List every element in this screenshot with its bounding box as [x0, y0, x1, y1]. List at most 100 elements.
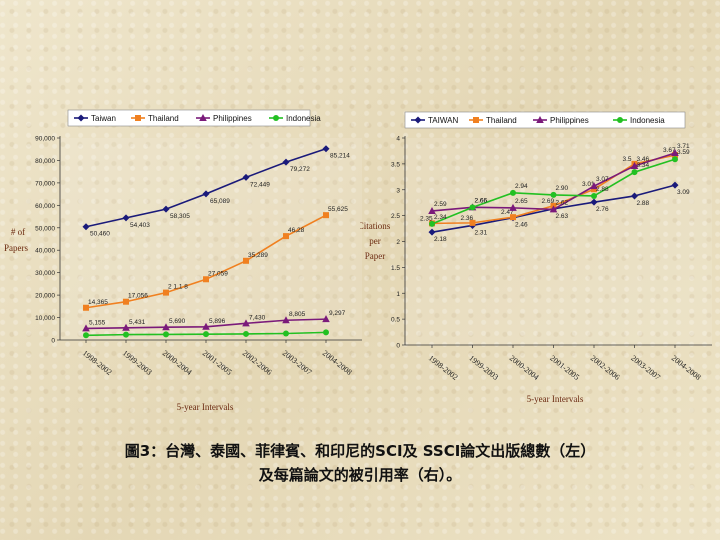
data-point-indonesia	[283, 330, 289, 337]
y-tick-label: 80,000	[35, 158, 55, 165]
data-label-philippines: 2.66	[475, 197, 488, 204]
data-label-taiwan: 58,305	[170, 213, 190, 220]
data-label-philippines: 9,297	[329, 310, 346, 317]
legend-marker-taiwan	[77, 114, 85, 122]
legend-label-taiwan: Taiwan	[91, 114, 116, 123]
data-label-thailand: 14,365	[88, 299, 108, 306]
data-label-philippines: 2.62	[556, 199, 569, 206]
legend: Taiwan Thailand Philippines Indonesia	[67, 109, 321, 127]
data-label-taiwan: 65,089	[210, 198, 230, 205]
y-tick-label: 0	[51, 338, 55, 345]
data-label-thailand: 2.47	[501, 209, 514, 216]
y-tick-label: 4	[396, 136, 400, 143]
x-tick-label: 2001-2005	[201, 348, 234, 376]
data-point-philippines	[428, 206, 436, 214]
series-philippines: 5,155 5,431 5,690 5,896 7,430 8,805 9,297	[82, 310, 346, 332]
plot-area	[405, 138, 712, 345]
data-label-philippines: 5,690	[169, 318, 186, 325]
data-point-indonesia	[469, 204, 476, 211]
y-tick-label: 0	[396, 343, 400, 350]
data-point-indonesia	[429, 220, 435, 227]
y-tick-label: 1.5	[391, 265, 400, 272]
data-point-thailand	[283, 233, 289, 240]
data-label-taiwan: 2.31	[475, 229, 488, 236]
data-point-taiwan	[122, 214, 130, 222]
legend: TAIWAN Thailand Philippines Indonesia	[404, 111, 686, 129]
legend-box	[67, 109, 311, 127]
data-point-taiwan	[631, 192, 638, 200]
data-point-philippines	[162, 323, 170, 331]
data-point-thailand	[243, 257, 249, 264]
data-point-indonesia	[591, 192, 597, 199]
data-label-thailand: 17,056	[128, 293, 148, 300]
legend-label-philippines: Philippines	[213, 114, 252, 123]
data-label-philippines: 8,805	[289, 311, 306, 318]
x-tick-label: 2003-2007	[629, 353, 662, 381]
data-label-indonesia: 2.66	[475, 197, 488, 204]
y-tick-label: 2	[396, 239, 400, 246]
y-axis-title-line1: Citations	[360, 221, 391, 231]
legend-label-taiwan: TAIWAN	[428, 116, 458, 125]
data-point-taiwan	[162, 205, 170, 213]
x-tick-label: 2003-2007	[281, 348, 314, 376]
data-point-thailand	[469, 219, 476, 226]
data-point-indonesia	[203, 331, 209, 338]
data-label-thailand: 2 1,1 8	[168, 284, 188, 291]
citations-line-chart: Citations per Paper 5-year Intervals 0 0.…	[360, 111, 712, 404]
data-point-philippines	[590, 182, 598, 190]
data-point-philippines	[549, 205, 558, 213]
data-label-philippines: 2.59	[434, 201, 447, 208]
x-tick-label: 2000-2004	[508, 353, 541, 381]
data-point-philippines	[630, 161, 639, 169]
series-taiwan: 50,460 54,403 58,305 65,089 72,449 79,272 85,2…	[82, 145, 350, 238]
legend-marker-indonesia	[273, 115, 279, 121]
data-point-thailand	[323, 212, 329, 219]
legend-marker-philippines	[536, 116, 544, 123]
data-point-philippines	[282, 316, 290, 324]
y-axis-title-line2: Papers	[4, 243, 28, 253]
legend-label-thailand: Thailand	[486, 116, 517, 125]
y-tick-label: 1	[396, 291, 400, 298]
data-point-philippines	[509, 203, 517, 211]
plot-group: 0 0.5 1 1.5 2 2.5 3 3.5 4 1998-2002 1999-2003 2000-…	[391, 136, 712, 382]
y-axis-title-line1: # of	[11, 227, 25, 237]
data-point-thailand	[83, 304, 89, 311]
data-label-taiwan: 2.18	[434, 236, 447, 243]
series-philippines: 2.59 2.66 2.65 2.62 3.07 3.46 3.71	[428, 143, 690, 214]
data-point-taiwan	[322, 145, 330, 153]
figure-caption-line2: 及每篇論文的被引用率（右）。	[258, 466, 462, 484]
data-label-taiwan: 2.76	[596, 206, 609, 213]
y-tick-label: 30,000	[35, 270, 55, 277]
x-tick-label: 1999-2003	[467, 353, 500, 381]
legend-label-indonesia: Indonesia	[630, 116, 665, 125]
data-label-thailand: 2.36	[461, 215, 474, 222]
y-tick-label: 20,000	[35, 293, 55, 300]
legend-marker-taiwan	[414, 116, 422, 124]
data-point-philippines	[202, 322, 210, 330]
data-label-indonesia: 3.59	[677, 149, 690, 156]
y-tick-label: 70,000	[35, 180, 55, 187]
data-point-taiwan	[242, 173, 250, 181]
data-label-taiwan: 2.88	[637, 200, 650, 207]
y-tick-label: 40,000	[35, 248, 55, 255]
data-point-thailand	[591, 186, 597, 193]
data-point-taiwan	[590, 198, 598, 206]
legend-label-philippines: Philippines	[550, 116, 589, 125]
data-label-thailand: 27,059	[208, 270, 228, 277]
x-tick-label: 2000-2004	[161, 348, 194, 376]
y-tick-label: 50,000	[35, 225, 55, 232]
legend-marker-philippines	[199, 114, 207, 121]
data-label-taiwan: 2.46	[515, 222, 528, 229]
data-label-taiwan: 3.09	[677, 189, 690, 196]
data-label-philippines: 5,896	[209, 318, 226, 325]
y-axis-title: Citations per Paper	[360, 221, 391, 261]
y-tick-label: 2.5	[391, 213, 400, 220]
data-label-taiwan: 72,449	[250, 181, 270, 188]
data-label-philippines: 7,430	[249, 314, 266, 321]
y-tick-label: 90,000	[35, 136, 55, 143]
x-axis-title: 5-year Intervals	[527, 394, 584, 404]
plot-group: 0 10,000 20,000 30,000 40,000 50,000 60,000 70,…	[35, 136, 362, 377]
legend-marker-thailand	[473, 117, 479, 123]
data-label-taiwan: 2.63	[556, 213, 569, 220]
figure-caption-line1: 圖3：台灣、泰國、菲律賓、和印尼的SCI及 SSCI論文出版總數（左）	[124, 442, 596, 460]
